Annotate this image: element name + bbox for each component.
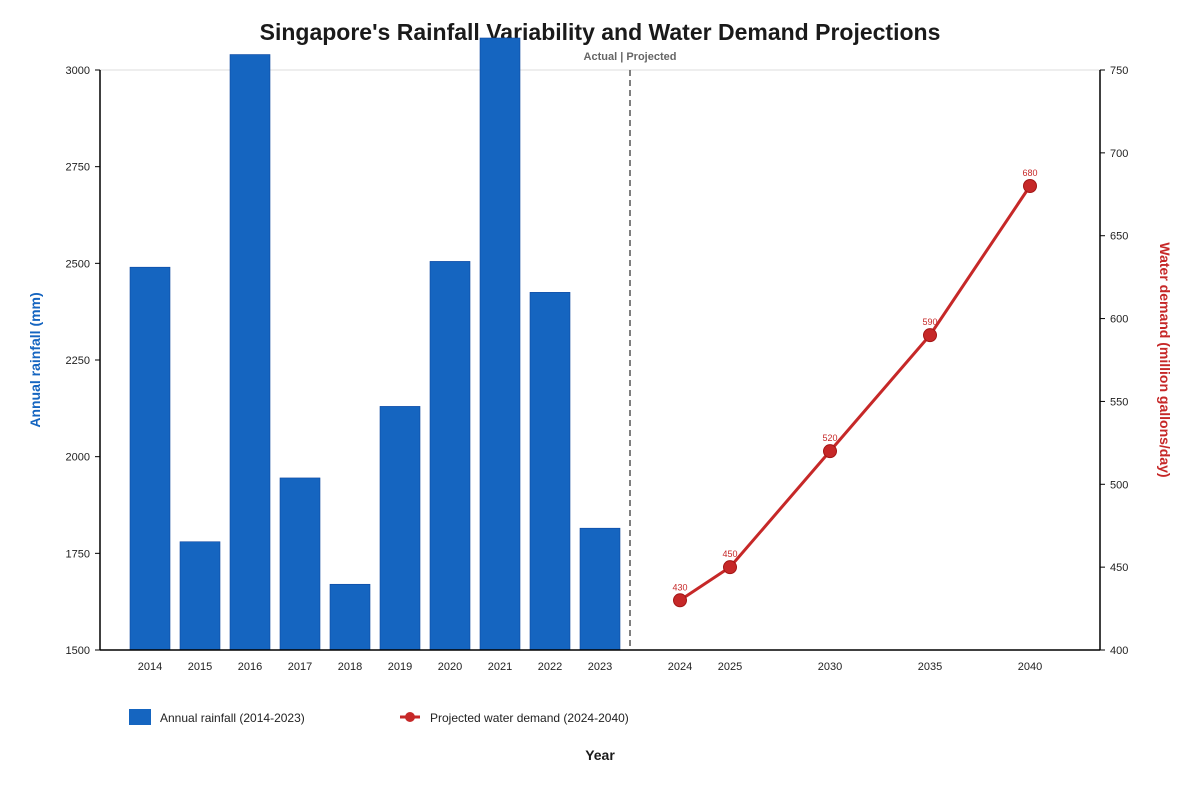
legend-rainfall-swatch	[129, 709, 151, 725]
left-tick-label-1500: 1500	[66, 645, 90, 657]
x-tick-label-2025: 2025	[718, 661, 742, 673]
right-y-axis-label: Water demand (million gallons/day)	[1157, 242, 1173, 477]
right-tick-label-650: 650	[1110, 231, 1128, 243]
x-tick-label-2016: 2016	[238, 661, 262, 673]
right-tick-label-400: 400	[1110, 645, 1128, 657]
rainfall-bar-2023	[579, 527, 621, 651]
demand-data-label-2030: 520	[822, 433, 837, 443]
right-tick-label-500: 500	[1110, 479, 1128, 491]
x-tick-label-2024: 2024	[668, 661, 692, 673]
rainfall-bar-2015	[179, 541, 221, 651]
rainfall-bar-2019	[379, 406, 421, 651]
left-tick-label-2000: 2000	[66, 452, 90, 464]
demand-point-2035	[923, 328, 937, 343]
rainfall-bar-2022	[529, 292, 571, 651]
x-tick-label-2018: 2018	[338, 661, 362, 673]
demand-line-layer: 430 450 520 590 680	[672, 168, 1038, 608]
chart-title: Singapore's Rainfall Variability and Wat…	[260, 19, 941, 45]
legend-demand-label: Projected water demand (2024-2040)	[430, 711, 629, 725]
demand-point-2040	[1023, 179, 1037, 193]
x-tick-label-2022: 2022	[538, 661, 562, 673]
right-tick-label-700: 700	[1110, 148, 1128, 160]
x-axis-label: Year	[585, 747, 615, 763]
demand-point-2024	[673, 593, 687, 608]
divider-annotation: Actual | Projected	[584, 51, 677, 63]
right-y-ticks: 400 450 500 550 600 650 700 750	[1100, 65, 1128, 657]
left-tick-label-2750: 2750	[66, 162, 90, 174]
x-tick-label-2020: 2020	[438, 661, 462, 673]
rainfall-bar-2017	[279, 477, 321, 651]
rainfall-bar-2014	[129, 266, 171, 651]
left-tick-label-1750: 1750	[66, 548, 90, 560]
right-tick-label-550: 550	[1110, 396, 1128, 408]
demand-point-2025	[723, 560, 737, 575]
x-tick-label-2030: 2030	[818, 661, 842, 673]
legend: Annual rainfall (2014-2023) Projected wa…	[129, 709, 629, 725]
left-tick-label-3000: 3000	[66, 65, 90, 77]
demand-data-label-2025: 450	[722, 549, 737, 559]
x-tick-label-2040: 2040	[1018, 661, 1042, 673]
x-tick-label-2014: 2014	[138, 661, 162, 673]
left-y-axis-label: Annual rainfall (mm)	[27, 292, 43, 427]
right-tick-label-750: 750	[1110, 65, 1128, 77]
x-tick-label-2023: 2023	[588, 661, 612, 673]
demand-data-label-2040: 680	[1022, 168, 1037, 178]
x-tick-label-2017: 2017	[288, 661, 312, 673]
rainfall-bar-2021	[479, 37, 521, 651]
left-tick-label-2500: 2500	[66, 258, 90, 270]
demand-data-label-2035: 590	[922, 317, 937, 327]
legend-rainfall-label: Annual rainfall (2014-2023)	[160, 711, 305, 725]
legend-demand-marker-swatch	[405, 712, 415, 722]
demand-data-label-2024: 430	[672, 582, 687, 592]
right-tick-label-450: 450	[1110, 562, 1128, 574]
rainfall-bar-2018	[329, 583, 371, 651]
demand-point-2030	[823, 444, 837, 459]
left-y-ticks: 1500 1750 2000 2250 2500 2750 3000	[66, 65, 100, 657]
left-tick-label-2250: 2250	[66, 355, 90, 367]
x-tick-label-2019: 2019	[388, 661, 412, 673]
rainfall-bar-2016	[229, 54, 271, 651]
x-tick-label-2021: 2021	[488, 661, 512, 673]
x-tick-label-2035: 2035	[918, 661, 942, 673]
rainfall-bars	[129, 37, 621, 651]
x-tick-labels: 2014 2015 2016 2017 2018 2019 2020 2021 2022 2023…	[138, 661, 1042, 673]
right-tick-label-600: 600	[1110, 314, 1128, 326]
rainfall-bar-2020	[429, 261, 471, 651]
x-tick-label-2015: 2015	[188, 661, 212, 673]
